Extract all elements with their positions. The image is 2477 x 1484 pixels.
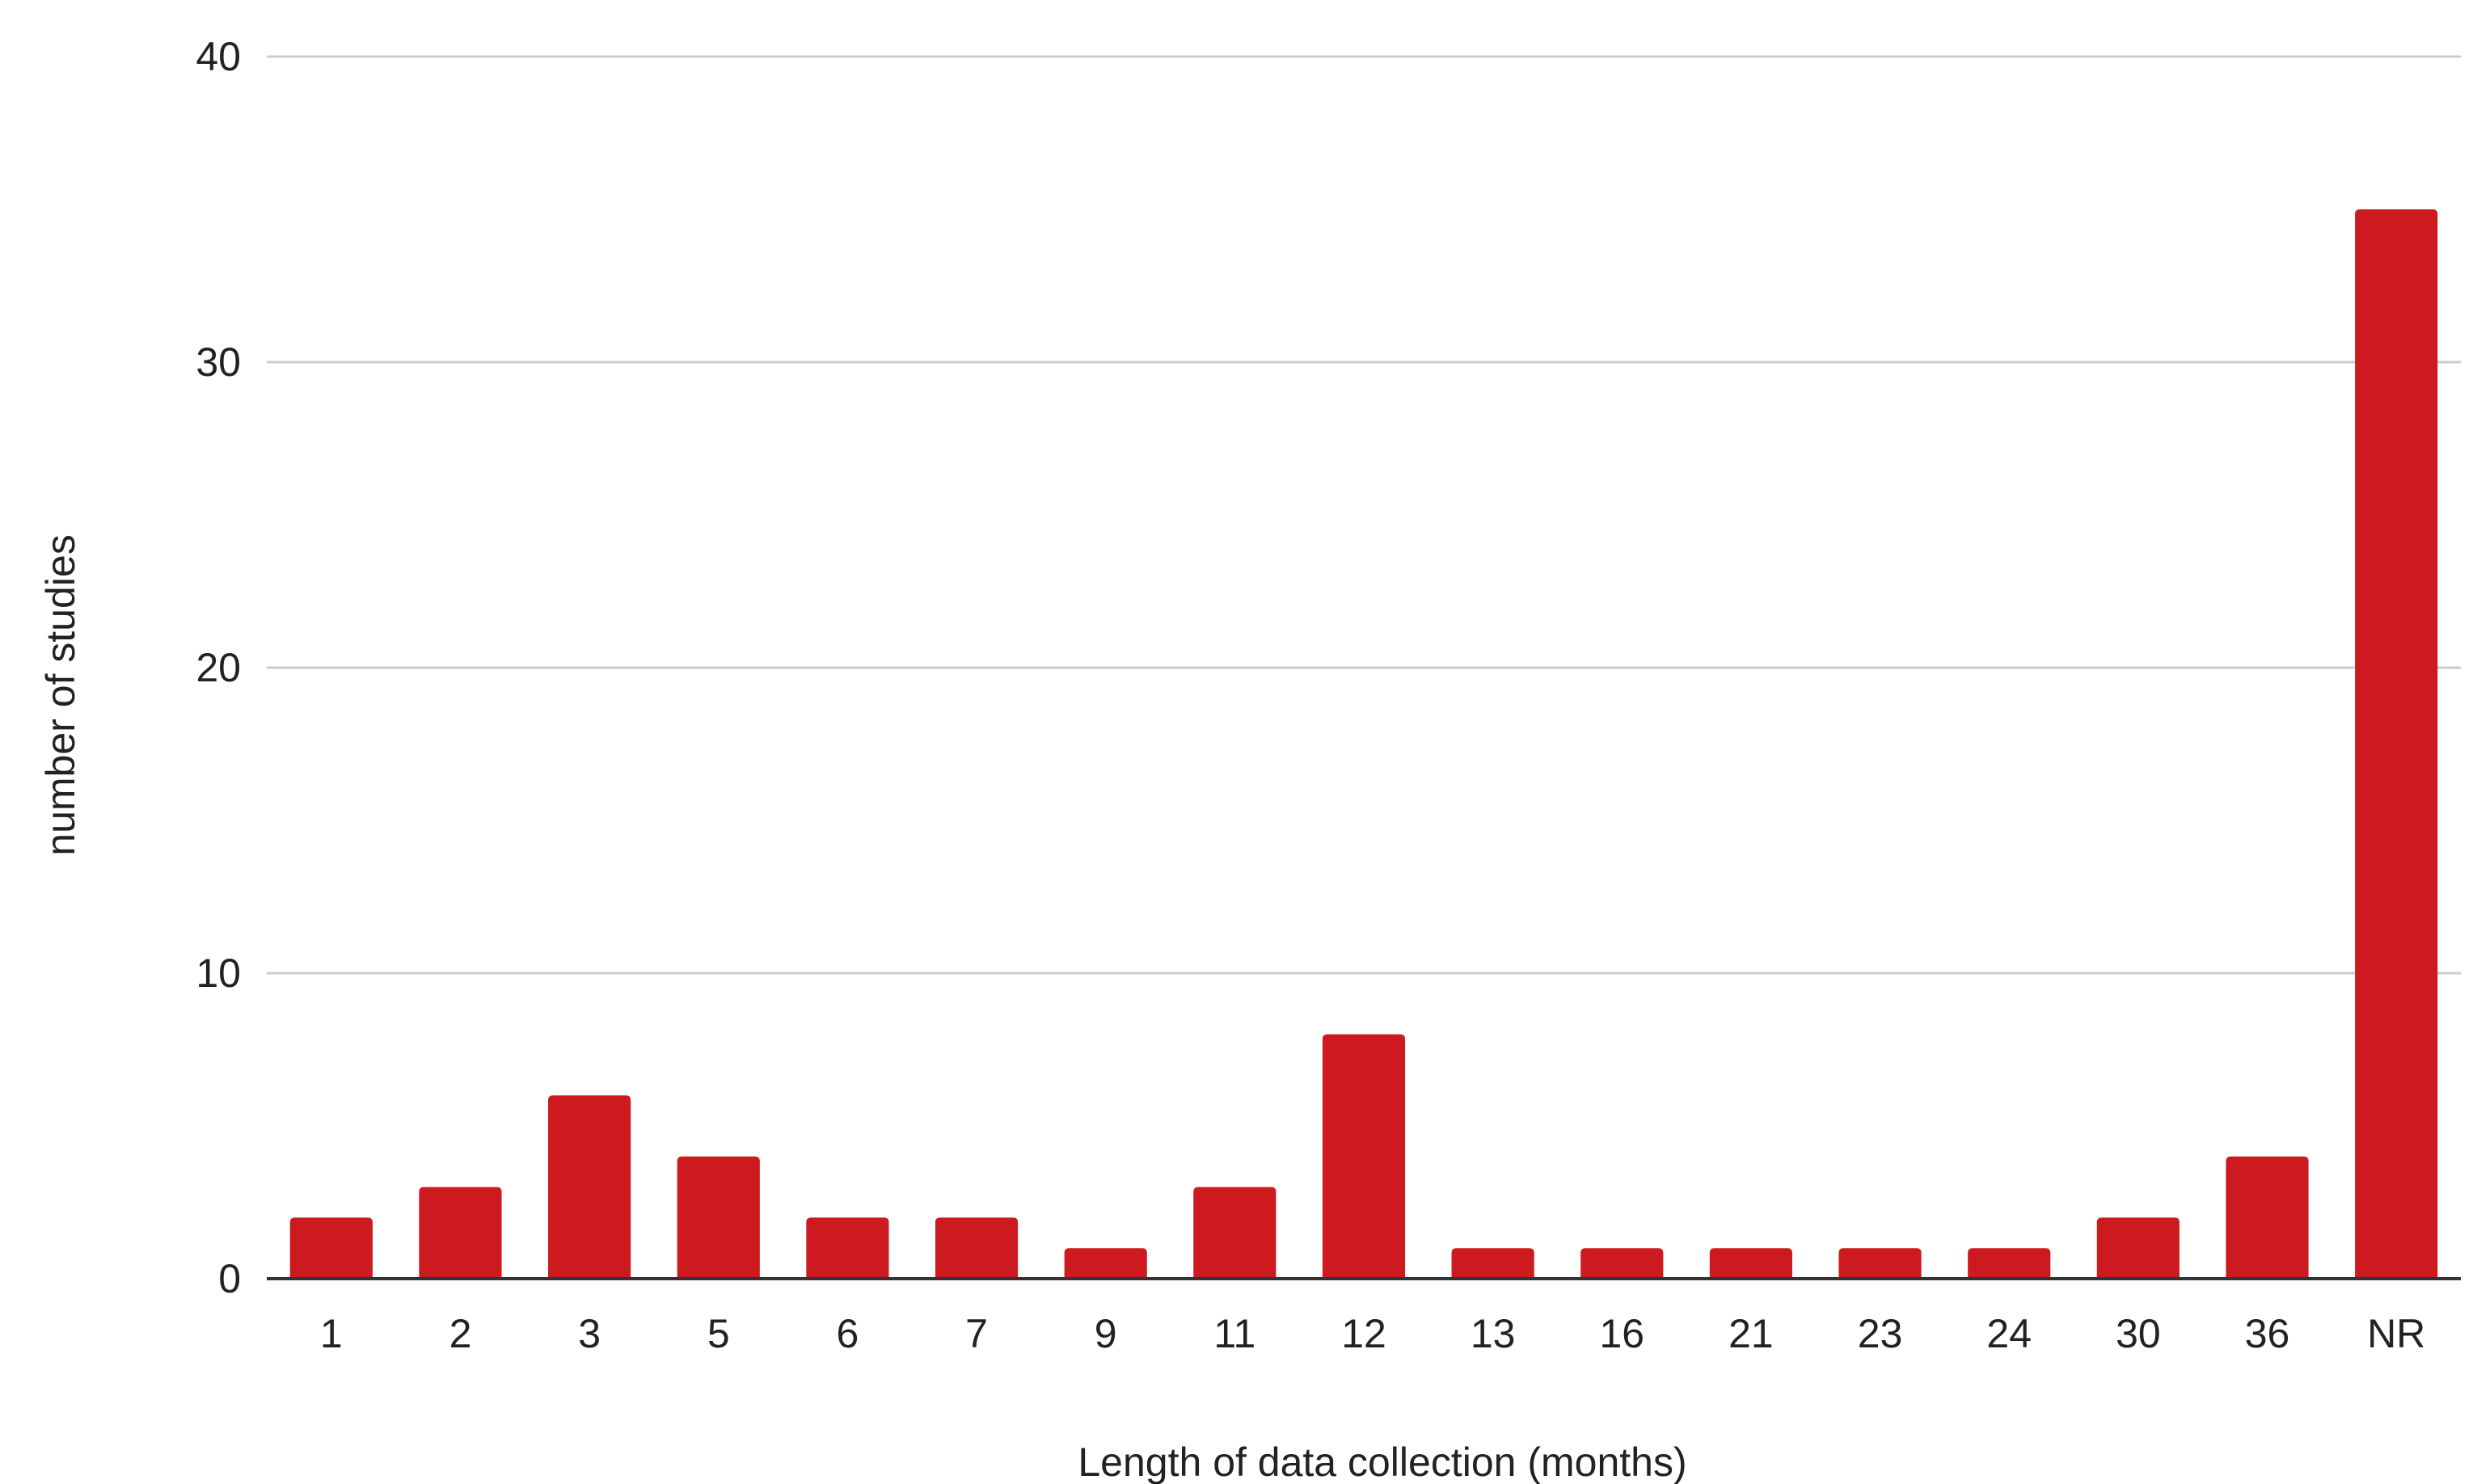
bar-21: [1709, 1248, 1793, 1279]
bar-23: [1838, 1248, 1922, 1279]
x-tick-label: 5: [707, 1311, 730, 1356]
x-axis-title: Length of data collection (months): [1078, 1440, 1686, 1484]
bar-5: [677, 1156, 760, 1279]
bar-3: [548, 1095, 631, 1279]
y-axis-title: number of studies: [38, 534, 83, 855]
bar-36: [2226, 1156, 2309, 1279]
x-tick-label: 9: [1095, 1311, 1117, 1356]
bar-30: [2096, 1217, 2180, 1279]
y-tick-label: 10: [196, 951, 241, 996]
x-tick-label: 13: [1471, 1311, 1516, 1356]
bar-11: [1193, 1187, 1276, 1279]
x-tick-label: 24: [1986, 1311, 2032, 1356]
bar-9: [1064, 1248, 1147, 1279]
x-tick-label: 7: [965, 1311, 988, 1356]
bar-13: [1451, 1248, 1534, 1279]
y-tick-label: 30: [196, 339, 241, 385]
bar-12: [1322, 1034, 1406, 1279]
gridlines: [267, 55, 2461, 975]
bar-2: [419, 1187, 502, 1279]
x-axis-ticks: 1 2 3 5 6 7 9 11 12 13 16 21 23 24 30 36 NR: [320, 1311, 2425, 1356]
y-tick-label: 40: [196, 34, 241, 79]
x-tick-label: 6: [837, 1311, 859, 1356]
x-tick-label: 16: [1599, 1311, 1644, 1356]
x-tick-label: 3: [578, 1311, 601, 1356]
x-tick-label: 21: [1728, 1311, 1774, 1356]
y-tick-label: 0: [218, 1256, 241, 1301]
bar-6: [806, 1217, 889, 1279]
x-tick-label: NR: [2367, 1311, 2425, 1356]
bars: [289, 209, 2438, 1279]
x-tick-label: 30: [2116, 1311, 2161, 1356]
bar-1: [289, 1217, 373, 1279]
y-axis-ticks: 0 10 20 30 40: [196, 34, 241, 1301]
x-tick-label: 36: [2245, 1311, 2290, 1356]
x-tick-label: 23: [1858, 1311, 1903, 1356]
x-tick-label: 2: [449, 1311, 472, 1356]
bar-nr: [2355, 209, 2438, 1279]
bar-16: [1580, 1248, 1664, 1279]
x-tick-label: 12: [1341, 1311, 1386, 1356]
x-tick-label: 1: [320, 1311, 343, 1356]
x-tick-label: 11: [1213, 1311, 1255, 1356]
bar-24: [1968, 1248, 2051, 1279]
y-tick-label: 20: [196, 645, 241, 690]
bar-7: [935, 1217, 1019, 1279]
